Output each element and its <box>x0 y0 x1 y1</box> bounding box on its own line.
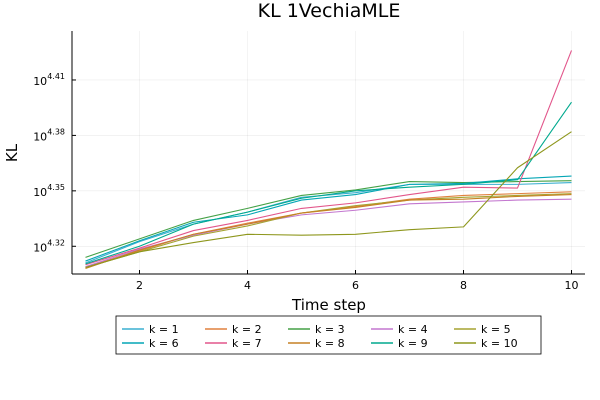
axes-layer: 2 4 6 8 10 104.32 104.35 104.38 104.41 <box>33 31 585 292</box>
legend-label: k = 5 <box>481 323 511 336</box>
series-line-k7 <box>85 50 573 266</box>
x-axis-title: Time step <box>291 296 366 314</box>
y-tick-label: 104.35 <box>33 183 65 199</box>
y-tick-label: 104.41 <box>33 72 65 88</box>
y-axis-title: KL <box>3 143 21 162</box>
legend-box <box>115 315 542 355</box>
legend-label: k = 6 <box>149 337 179 350</box>
chart-title: KL 1VechiaMLE <box>258 0 401 22</box>
series-line-k10 <box>85 131 572 269</box>
legend-label: k = 7 <box>232 337 262 350</box>
legend: k = 1 k = 2 k = 3 k = 4 k = 5 k = 6 k = 7 k = 8… <box>115 315 542 355</box>
legend-label: k = 8 <box>315 337 345 350</box>
grid-layer <box>72 31 585 274</box>
x-tick-label: 6 <box>352 279 359 292</box>
series-line-k6 <box>85 175 572 262</box>
legend-label: k = 4 <box>398 323 428 336</box>
x-tick-label: 10 <box>565 279 579 292</box>
y-tick-label: 104.38 <box>33 127 65 143</box>
x-tick-label: 4 <box>244 279 251 292</box>
series-line-k5 <box>85 193 572 269</box>
x-tick-label: 2 <box>136 279 143 292</box>
x-tick-label: 8 <box>460 279 467 292</box>
legend-label: k = 1 <box>149 323 179 336</box>
series-line-k9 <box>85 101 572 265</box>
y-tick-label: 104.32 <box>33 238 65 254</box>
legend-label: k = 10 <box>481 337 518 350</box>
legend-label: k = 2 <box>232 323 262 336</box>
legend-label: k = 3 <box>315 323 345 336</box>
legend-label: k = 9 <box>398 337 428 350</box>
series-layer <box>85 50 573 269</box>
